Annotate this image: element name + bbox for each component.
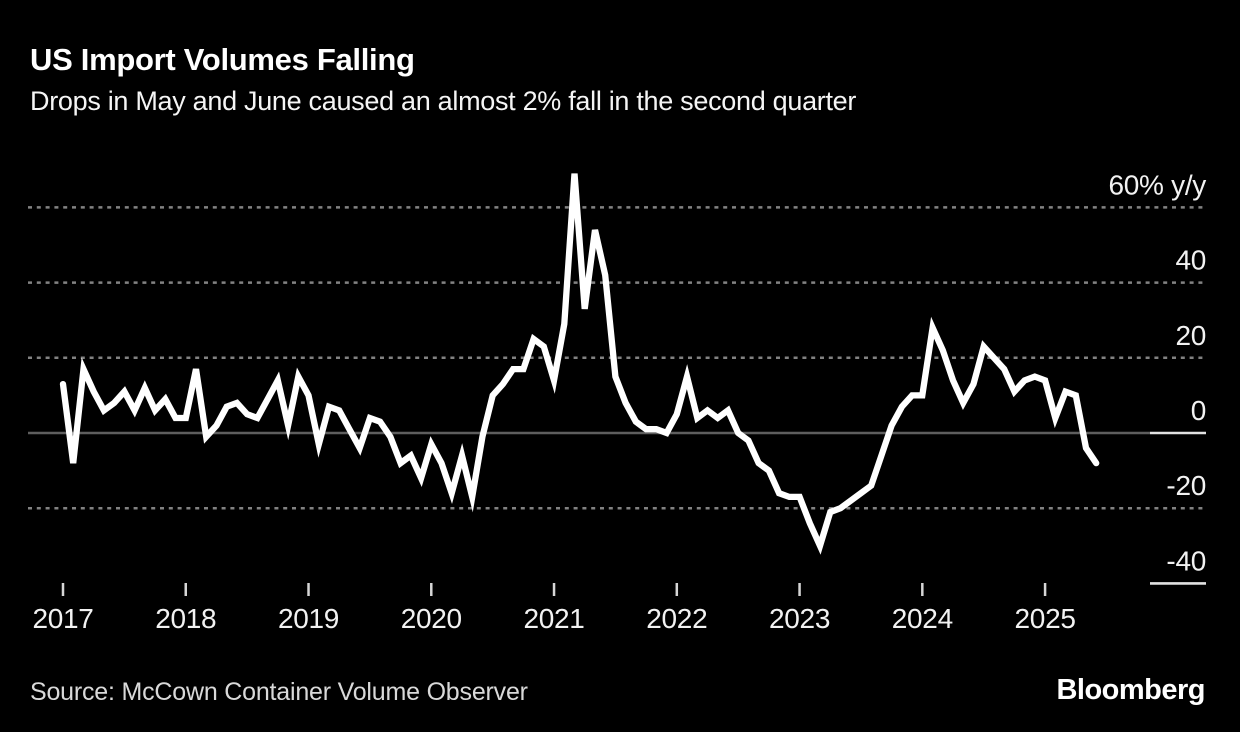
- x-tick-label-2017: 2017: [32, 603, 93, 634]
- source-note: Source: McCown Container Volume Observer: [30, 678, 528, 706]
- y-tick-label-60: 60% y/y: [1109, 169, 1207, 200]
- y-tick-label-40: 40: [1175, 245, 1206, 276]
- chart-title: US Import Volumes Falling: [30, 42, 415, 77]
- y-tick-label-0: 0: [1191, 395, 1206, 426]
- y-tick-label--20: -20: [1166, 470, 1206, 501]
- y-tick-label--40: -40: [1166, 545, 1206, 576]
- x-tick-label-2020: 2020: [401, 603, 462, 634]
- chart-subtitle: Drops in May and June caused an almost 2…: [30, 86, 857, 116]
- bloomberg-logo: Bloomberg: [1056, 674, 1205, 706]
- x-tick-label-2018: 2018: [155, 603, 216, 634]
- x-tick-label-2022: 2022: [646, 603, 707, 634]
- x-tick-label-2025: 2025: [1015, 603, 1076, 634]
- x-tick-label-2023: 2023: [769, 603, 830, 634]
- x-tick-label-2019: 2019: [278, 603, 339, 634]
- x-tick-label-2024: 2024: [892, 603, 953, 634]
- y-tick-label-20: 20: [1175, 320, 1206, 351]
- x-tick-label-2021: 2021: [523, 603, 584, 634]
- series-line: [59, 173, 1100, 555]
